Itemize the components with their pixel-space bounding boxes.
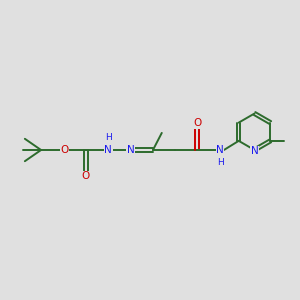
Text: N: N	[251, 146, 258, 157]
Text: N: N	[127, 145, 135, 155]
Text: N: N	[104, 145, 112, 155]
Text: O: O	[82, 172, 90, 182]
Text: N: N	[216, 145, 224, 155]
Text: O: O	[61, 145, 69, 155]
Text: H: H	[217, 158, 224, 167]
Text: O: O	[193, 118, 201, 128]
Text: H: H	[105, 133, 112, 142]
